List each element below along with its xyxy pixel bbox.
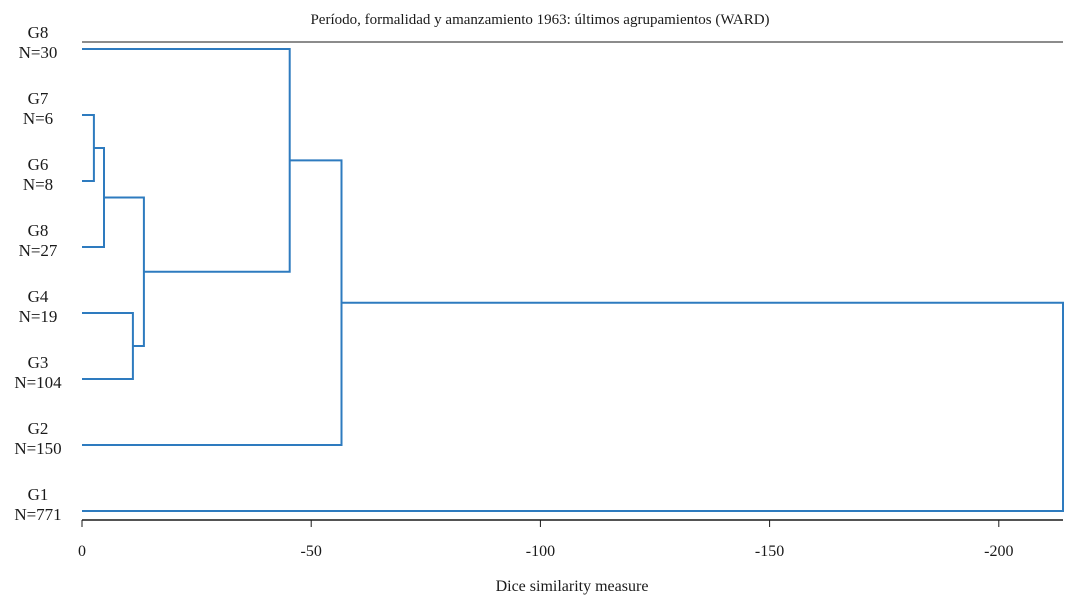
merge-link-7: [82, 301, 1064, 512]
x-tick-label: -50: [301, 543, 322, 560]
chart-title: Período, formalidad y amanzamiento 1963:…: [310, 12, 769, 28]
x-tick-label: -150: [755, 543, 784, 560]
leaf-label-name: G3: [28, 353, 49, 372]
leaf-label-count: N=30: [19, 43, 58, 62]
leaf-label-name: G6: [28, 155, 49, 174]
leaf-label-count: N=8: [23, 175, 53, 194]
leaf-label-name: G2: [28, 419, 49, 438]
x-axis-title: Dice similarity measure: [496, 578, 649, 595]
leaf-label-name: G8: [28, 23, 49, 42]
leaf-labels: G8N=30G7N=6G6N=8G8N=27G4N=19G3N=104G2N=1…: [14, 23, 62, 524]
leaf-label-count: N=150: [14, 439, 61, 458]
x-tick-label: -200: [984, 543, 1013, 560]
x-tick-label: 0: [78, 543, 86, 560]
leaf-label-count: N=27: [19, 241, 58, 260]
dendrogram-branches: [82, 48, 1064, 512]
leaf-label-count: N=6: [23, 109, 53, 128]
leaf-label-count: N=771: [14, 505, 61, 524]
merge-link-4: [104, 196, 145, 347]
merge-link-3: [82, 312, 134, 380]
merge-link-5: [82, 48, 291, 273]
leaf-label-name: G4: [28, 287, 49, 306]
leaf-label-count: N=19: [19, 307, 58, 326]
x-axis-ticks: 0 -50 -100 -150 -200: [78, 520, 1013, 560]
merge-link-1: [82, 114, 95, 182]
leaf-label-name: G8: [28, 221, 49, 240]
x-tick-label: -100: [526, 543, 555, 560]
leaf-label-count: N=104: [14, 373, 62, 392]
merge-link-6: [82, 159, 343, 446]
leaf-label-name: G1: [28, 485, 49, 504]
leaf-label-name: G7: [28, 89, 49, 108]
